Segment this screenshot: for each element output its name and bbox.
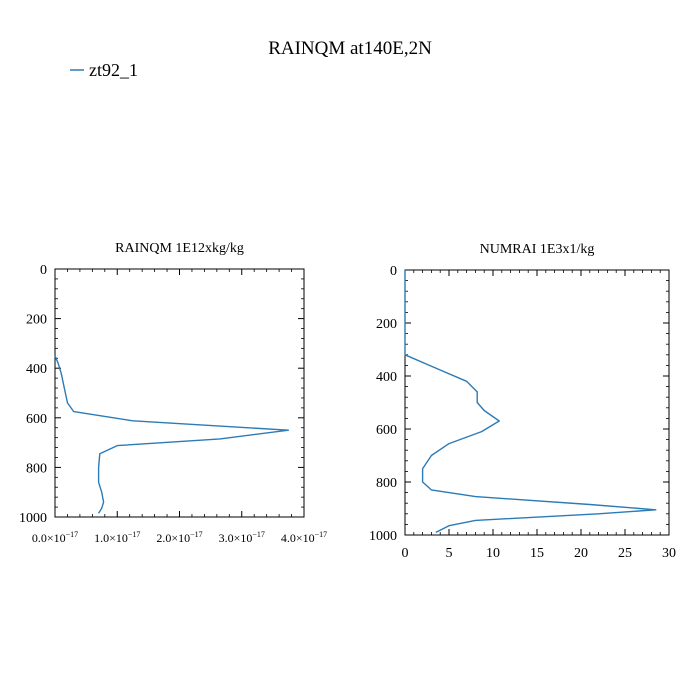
y-tick-label: 400 xyxy=(26,362,47,377)
x-tick-label: 3.0×10−17 xyxy=(219,530,265,545)
y-tick-label: 0 xyxy=(40,263,47,278)
x-tick-label: 25 xyxy=(618,546,632,561)
x-tick-label: 2.0×10−17 xyxy=(156,530,202,545)
x-tick-label: 10 xyxy=(486,546,500,561)
series-line-rainqm xyxy=(54,355,290,514)
y-tick-label: 200 xyxy=(376,317,397,332)
panel-rainqm: RAINQM 1E12xkg/kg 0 200 400 600 800 1000 0.0×10… xyxy=(19,241,327,545)
y-tick-label: 1000 xyxy=(369,529,397,544)
legend-label: zt92_1 xyxy=(89,60,138,80)
x-tick-label: 1.0×10−17 xyxy=(94,530,140,545)
y-tick-label: 600 xyxy=(376,423,397,438)
x-tick-label: 0.0×10−17 xyxy=(32,530,78,545)
legend: zt92_1 xyxy=(70,60,138,80)
figure-title: RAINQM at140E,2N xyxy=(268,38,432,59)
x-tick-label: 5 xyxy=(446,546,453,561)
x-tick-label: 15 xyxy=(530,546,544,561)
x-tick-label: 30 xyxy=(662,546,676,561)
panel-numrai: NUMRAI 1E3x1/kg 0 200 400 600 800 1000 0 5 10 15 20… xyxy=(369,242,676,561)
y-tick-label: 400 xyxy=(376,370,397,385)
y-tick-label: 800 xyxy=(376,476,397,491)
y-tick-label: 600 xyxy=(26,412,47,427)
y-tick-label: 0 xyxy=(390,264,397,279)
subplot-title-rainqm: RAINQM 1E12xkg/kg xyxy=(115,241,244,256)
y-tick-label: 800 xyxy=(26,461,47,476)
x-tick-label: 0 xyxy=(402,546,409,561)
subplot-title-numrai: NUMRAI 1E3x1/kg xyxy=(480,242,595,257)
y-tick-label: 1000 xyxy=(19,511,47,526)
x-tick-label: 4.0×10−17 xyxy=(281,530,327,545)
series-line-numrai xyxy=(404,270,657,534)
y-tick-label: 200 xyxy=(26,313,47,328)
x-tick-label: 20 xyxy=(574,546,588,561)
